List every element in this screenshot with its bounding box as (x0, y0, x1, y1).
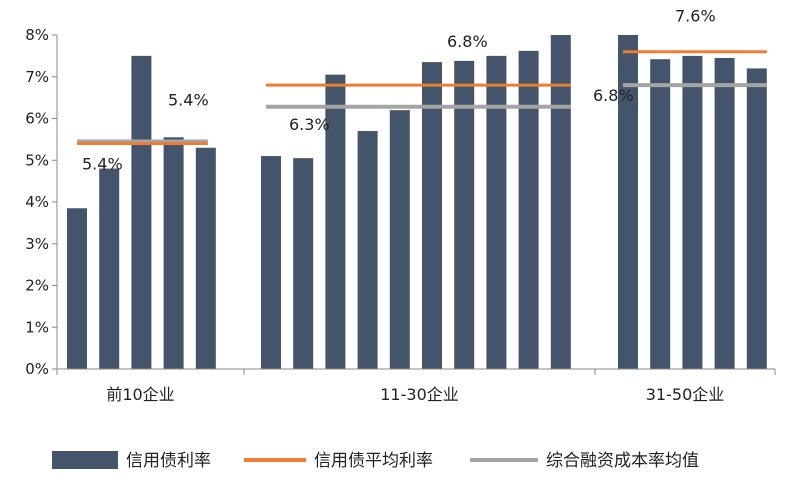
legend-label: 信用债平均利率 (314, 451, 433, 471)
avg-rate-label: 5.4% (168, 91, 209, 110)
legend-label: 信用债利率 (126, 451, 211, 471)
bar (99, 168, 120, 369)
bar (746, 68, 767, 370)
bar (131, 55, 152, 369)
bar (422, 62, 442, 369)
bar (518, 50, 539, 370)
bar (714, 57, 735, 370)
x-category-label: 31-50企业 (646, 385, 725, 404)
bar (357, 131, 378, 369)
bar (454, 60, 475, 369)
bar (325, 74, 346, 369)
y-tick-label: 5% (25, 151, 49, 169)
cost-avg-label: 5.4% (82, 154, 123, 173)
x-axis: 前10企业 11-30企业 31-50企业 (56, 368, 776, 404)
x-category-label: 11-30企业 (380, 385, 459, 404)
line-annotations: 5.4% 5.4% 6.8% 6.3% 7.6% 6.8% (82, 7, 716, 174)
y-tick-label: 3% (25, 235, 49, 253)
bar (261, 156, 281, 369)
bar (618, 35, 638, 369)
bar (486, 55, 507, 369)
legend-swatch-bar (52, 451, 118, 469)
avg-rate-label: 6.8% (447, 32, 488, 51)
bar (163, 137, 184, 369)
average-lines (77, 50, 767, 146)
y-tick-label: 2% (25, 277, 49, 295)
bars (67, 35, 767, 370)
bar (389, 110, 410, 370)
bar (195, 147, 216, 369)
y-tick-label: 1% (25, 318, 49, 336)
y-tick-label: 7% (25, 68, 49, 86)
y-tick-label: 4% (25, 193, 49, 211)
y-tick-label: 8% (25, 26, 49, 44)
y-axis: 0% 1% 2% 3% 4% 5% 6% 7% 8% (25, 26, 58, 378)
legend: 信用债利率 信用债平均利率 综合融资成本率均值 (52, 451, 699, 471)
x-category-label: 前10企业 (106, 385, 174, 404)
cost-avg-label: 6.3% (289, 115, 330, 134)
y-tick-label: 0% (25, 360, 49, 378)
legend-label: 综合融资成本率均值 (546, 451, 699, 471)
cost-avg-label: 6.8% (593, 86, 634, 105)
bar (550, 35, 571, 369)
bar (650, 59, 671, 370)
bar (682, 55, 703, 369)
bar (67, 208, 87, 369)
bar (293, 158, 314, 369)
y-tick-label: 6% (25, 110, 49, 128)
avg-rate-label: 7.6% (675, 7, 716, 26)
